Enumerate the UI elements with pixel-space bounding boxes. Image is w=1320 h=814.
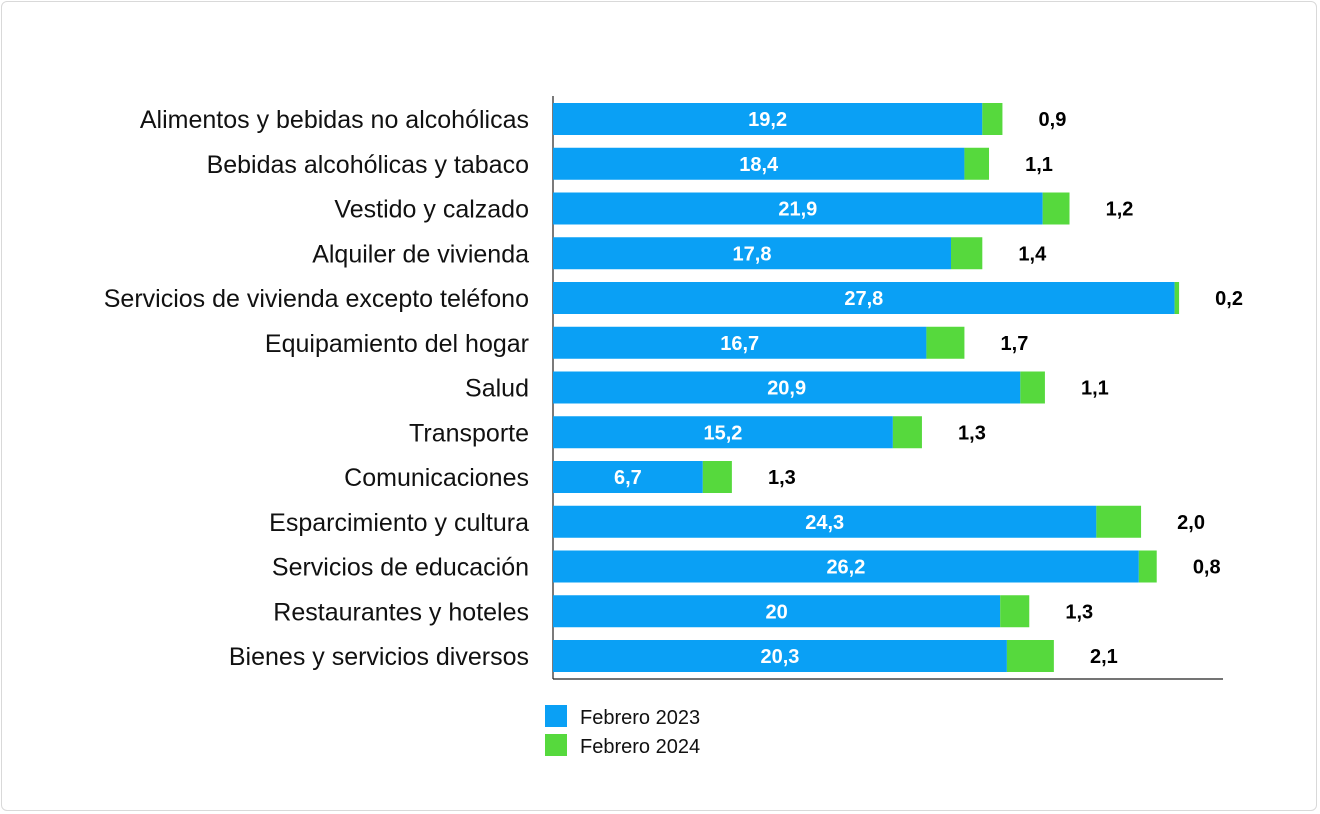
data-label-febrero-2023: 16,7 [720, 333, 759, 355]
bar-febrero-2024 [892, 416, 922, 449]
bar-febrero-2024 [702, 461, 732, 493]
legend-label-febrero-2024: Febrero 2024 [580, 736, 700, 758]
data-label-febrero-2023: 26,2 [826, 557, 865, 579]
data-label-febrero-2023: 6,7 [614, 467, 642, 489]
data-label-febrero-2023: 27,8 [844, 288, 883, 310]
bar-febrero-2023 [553, 192, 1043, 225]
category-label: Bebidas alcohólicas y tabaco [207, 151, 529, 179]
bar-febrero-2024 [1138, 550, 1157, 583]
category-label: Equipamiento del hogar [265, 330, 529, 358]
data-label-febrero-2024: 1,1 [1081, 378, 1109, 400]
legend-swatch-febrero-2024 [545, 734, 567, 756]
data-label-febrero-2024: 1,4 [1018, 243, 1047, 265]
bar-febrero-2024 [1006, 640, 1054, 672]
bar-febrero-2024 [1000, 595, 1030, 628]
category-label: Alquiler de vivienda [312, 240, 529, 268]
bar-febrero-2024 [964, 147, 990, 180]
category-label: Servicios de vivienda excepto teléfono [104, 285, 529, 313]
legend-swatch-febrero-2023 [545, 705, 567, 727]
category-label: Restaurantes y hoteles [273, 598, 529, 626]
category-label: Transporte [409, 419, 529, 447]
bar-febrero-2023 [553, 595, 1001, 628]
category-label: Vestido y calzado [334, 196, 529, 224]
data-label-febrero-2024: 1,2 [1106, 199, 1134, 221]
data-label-febrero-2024: 0,9 [1039, 109, 1067, 131]
category-label: Esparcimiento y cultura [269, 509, 529, 537]
bar-febrero-2023 [553, 371, 1021, 404]
data-label-febrero-2024: 1,7 [1001, 333, 1029, 355]
bar-febrero-2023 [553, 103, 983, 135]
legend-label-febrero-2023: Febrero 2023 [580, 707, 700, 729]
category-label: Salud [465, 375, 529, 403]
bar-febrero-2023 [553, 550, 1139, 583]
bar-febrero-2023 [553, 326, 927, 359]
bar-febrero-2023 [553, 237, 952, 270]
data-label-febrero-2023: 20,9 [767, 378, 806, 400]
data-label-febrero-2023: 24,3 [805, 512, 844, 534]
data-label-febrero-2023: 15,2 [703, 422, 742, 444]
bar-febrero-2024 [1042, 192, 1070, 225]
data-label-febrero-2024: 0,2 [1215, 288, 1243, 310]
data-label-febrero-2023: 19,2 [748, 109, 787, 131]
data-label-febrero-2024: 2,0 [1177, 512, 1205, 534]
bar-febrero-2023 [553, 505, 1097, 538]
data-label-febrero-2023: 20 [765, 601, 787, 623]
data-label-febrero-2024: 0,8 [1193, 557, 1221, 579]
bar-febrero-2024 [951, 237, 983, 270]
data-label-febrero-2024: 1,3 [768, 467, 796, 489]
bar-febrero-2024 [926, 326, 965, 359]
category-label: Servicios de educación [272, 554, 529, 582]
bar-febrero-2024 [1174, 282, 1180, 314]
data-label-febrero-2024: 1,1 [1025, 154, 1053, 176]
data-label-febrero-2024: 1,3 [1065, 601, 1093, 623]
data-label-febrero-2024: 2,1 [1090, 646, 1118, 668]
data-label-febrero-2023: 20,3 [760, 646, 799, 668]
bar-febrero-2024 [1020, 371, 1045, 404]
data-label-febrero-2023: 18,4 [739, 154, 779, 176]
bar-febrero-2023 [553, 147, 965, 180]
data-label-febrero-2024: 1,3 [958, 422, 986, 444]
data-label-febrero-2023: 17,8 [733, 243, 772, 265]
bar-febrero-2024 [1096, 505, 1142, 538]
bar-febrero-2024 [982, 103, 1003, 135]
bar-febrero-2023 [553, 640, 1007, 672]
data-label-febrero-2023: 21,9 [778, 199, 817, 221]
category-label: Bienes y servicios diversos [229, 643, 529, 671]
bar-febrero-2023 [553, 461, 703, 493]
category-label: Comunicaciones [344, 464, 529, 492]
category-label: Alimentos y bebidas no alcohólicas [140, 106, 529, 134]
bar-febrero-2023 [553, 416, 893, 449]
bar-febrero-2023 [553, 282, 1175, 314]
